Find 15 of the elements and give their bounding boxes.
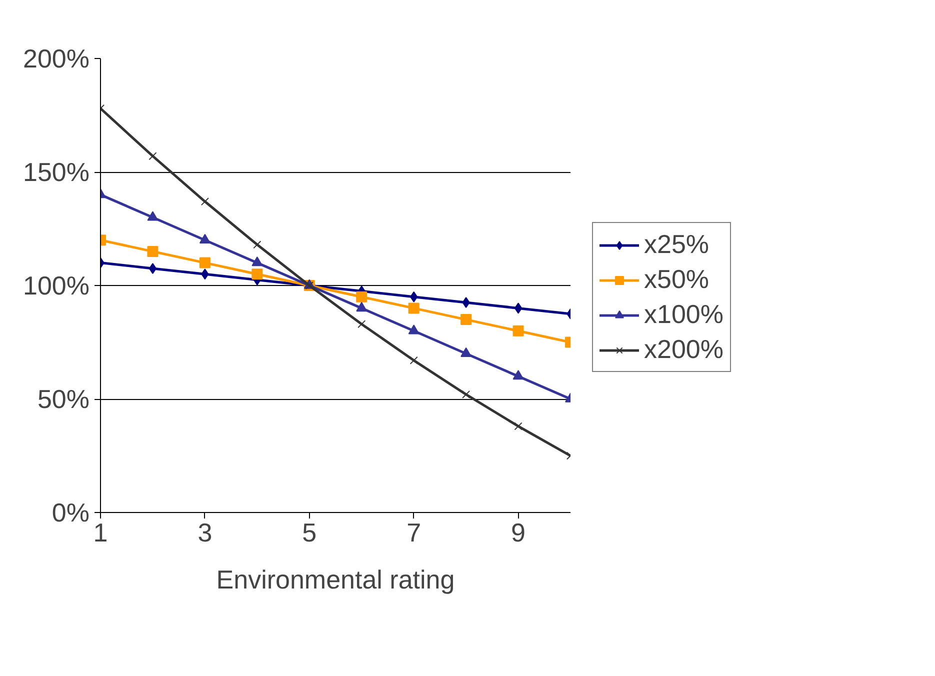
y-tick-label: 100%	[23, 270, 90, 300]
x-axis-title: Environmental rating	[216, 564, 455, 594]
y-tick-label: 200%	[23, 44, 90, 74]
y-tick-label: 150%	[23, 157, 90, 187]
legend-label: x25%	[644, 229, 710, 260]
legend-label: x200%	[644, 334, 724, 365]
y-tick-label: 50%	[37, 384, 90, 414]
legend-label: x50%	[644, 264, 710, 295]
y-tick-label: 0%	[52, 498, 90, 528]
x-tick-label: 9	[511, 518, 526, 548]
x-tick-label: 7	[406, 518, 422, 548]
x-tick-label: 3	[198, 518, 212, 548]
x-tick-label: 1	[93, 518, 108, 548]
x-tick-label: 5	[302, 518, 317, 548]
legend-label: x100%	[644, 299, 724, 330]
